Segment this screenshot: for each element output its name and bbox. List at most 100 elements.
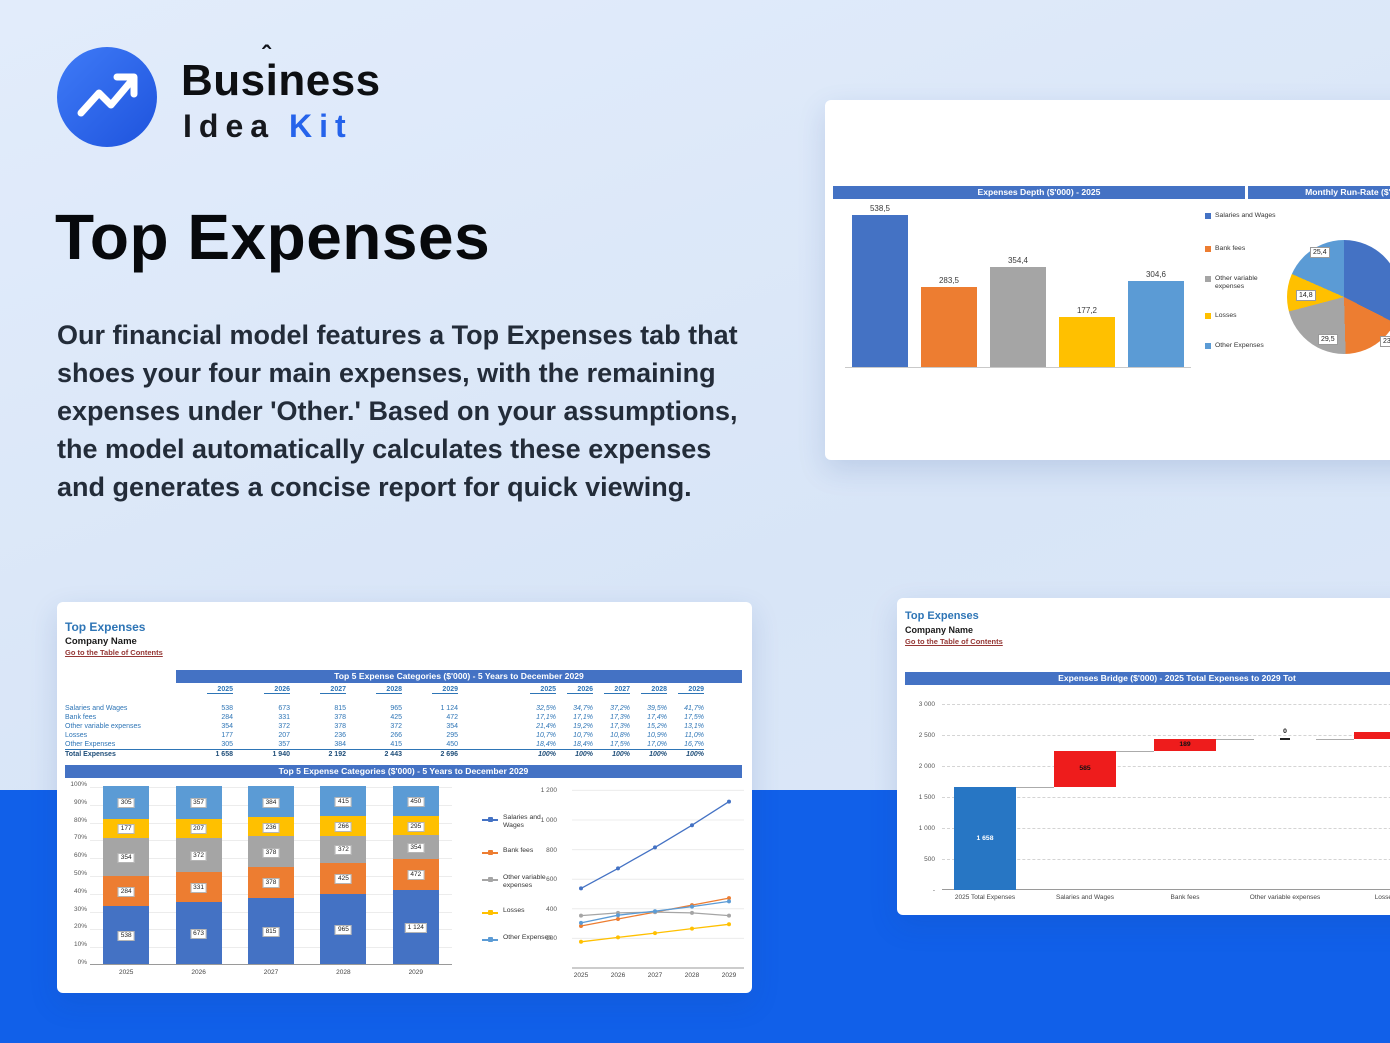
table-of-contents-link[interactable]: Go to the Table of Contents (65, 648, 163, 657)
bar-value-label: 538,5 (869, 204, 891, 213)
cell-pct: 17,1% (573, 714, 593, 721)
line-chart (562, 787, 752, 972)
segment-value-label: 384 (262, 797, 280, 808)
waterfall-bar (954, 787, 1016, 890)
cell-pct: 21,4% (536, 723, 556, 730)
cell-pct: 19,2% (573, 723, 593, 730)
segment-value-label: 177 (117, 824, 135, 835)
total-pct: 100% (649, 751, 667, 758)
legend-marker (488, 850, 493, 855)
sheet-title: Top Expenses (905, 610, 979, 622)
cell-value: 450 (446, 741, 458, 748)
line-chart-x-axis: 2025 2026 2027 2028 2029 (562, 972, 752, 982)
screenshot-card-expenses-bridge: Top Expenses Company Name Go to the Tabl… (897, 598, 1390, 915)
cell-pct: 17,1% (536, 714, 556, 721)
year-header: 2028 (376, 686, 402, 694)
legend-item: Salaries and Wages (1205, 212, 1279, 220)
cell-value: 354 (221, 723, 233, 730)
segment-value-label: 372 (334, 845, 352, 856)
line-chart-svg (572, 789, 744, 969)
legend-label: Bank fees (1215, 245, 1246, 252)
gridline (942, 797, 1390, 799)
cell-value: 1 124 (440, 705, 458, 712)
y-axis-label: 60% (73, 852, 87, 860)
x-axis-label: Salaries and Wages (1056, 894, 1114, 901)
y-axis-label: - (932, 887, 935, 894)
legend-label: Other variable expenses (503, 874, 546, 890)
y-axis-label: 500 (924, 856, 935, 863)
cell-value: 357 (278, 741, 290, 748)
pie-slice-label: 29,5 (1318, 334, 1338, 345)
expense-table: 2025 2025 2026 2026 2027 2027 2028 2028 2029 2029… (57, 686, 752, 764)
cell-pct: 16,7% (684, 741, 704, 748)
row-label: Salaries and Wages (65, 705, 128, 712)
cell-value: 673 (278, 705, 290, 712)
cell-pct: 10,7% (536, 732, 556, 739)
trend-arrow-icon (77, 73, 138, 117)
total-value: 2 696 (440, 751, 458, 758)
bar-value-label: 354,4 (1007, 256, 1029, 265)
sheet-title: Top Expenses (65, 620, 146, 634)
bar-value-label: 283,5 (938, 276, 960, 285)
cell-value: 538 (221, 705, 233, 712)
cell-value: 965 (390, 705, 402, 712)
cell-pct: 18,4% (573, 741, 593, 748)
total-pct: 100% (686, 751, 704, 758)
chart-section-header: Top 5 Expense Categories ($'000) - 5 Yea… (65, 765, 742, 778)
cell-pct: 39,5% (647, 705, 667, 712)
table-of-contents-link[interactable]: Go to the Table of Contents (905, 637, 1003, 646)
legend-item: Losses (482, 907, 556, 915)
brand-word-kit: Kit (289, 108, 353, 144)
cell-pct: 34,7% (573, 705, 593, 712)
y-axis-label: 1 200 (540, 787, 557, 795)
cell-value: 177 (221, 732, 233, 739)
total-pct: 100% (575, 751, 593, 758)
total-pct: 100% (538, 751, 556, 758)
cell-pct: 17,0% (647, 741, 667, 748)
legend-label: Salaries and Wages (503, 814, 541, 830)
segment-value-label: 965 (334, 924, 352, 935)
legend-marker (488, 817, 493, 822)
legend-marker (488, 937, 493, 942)
table-section-header: Top 5 Expense Categories ($'000) - 5 Yea… (176, 670, 742, 683)
legend-item: Other variable expenses (482, 874, 556, 890)
year-header: 2028 (641, 686, 667, 694)
legend-label: Other Expenses (503, 934, 552, 941)
segment-value-label: 331 (190, 883, 208, 894)
cell-value: 425 (390, 714, 402, 721)
cell-pct: 11,0% (684, 732, 704, 739)
total-value: 1 658 (215, 751, 233, 758)
legend-item: Other Expenses (1205, 342, 1279, 350)
segment-value-label: 472 (407, 870, 425, 881)
waterfall-x-axis: 2025 Total Expenses Salaries and Wages Ban… (942, 894, 1390, 904)
y-axis-label: 200 (546, 935, 557, 943)
legend-swatch (1205, 343, 1211, 349)
connector-line (1216, 739, 1254, 741)
y-axis-label: 70% (73, 834, 87, 842)
cell-pct: 15,2% (647, 723, 667, 730)
x-axis-label: Losses (1374, 894, 1390, 901)
waterfall-bar (1354, 732, 1390, 740)
segment-value-label: 673 (190, 929, 208, 940)
brand-name: Business (181, 56, 381, 105)
pie-slice-label: 25,4 (1310, 247, 1330, 258)
legend-item: Other Expenses (482, 934, 556, 942)
legend-swatch (1205, 276, 1211, 282)
cell-pct: 13,1% (684, 723, 704, 730)
segment-value-label: 354 (117, 852, 135, 863)
cell-value: 815 (334, 705, 346, 712)
cell-value: 384 (334, 741, 346, 748)
bar-value-label: 585 (1079, 765, 1091, 773)
gridline (942, 766, 1390, 768)
cell-value: 236 (334, 732, 346, 739)
y-axis-label: 40% (73, 887, 87, 895)
segment-value-label: 378 (262, 847, 280, 858)
y-axis-label: 10% (73, 941, 87, 949)
year-header: 2026 (567, 686, 593, 694)
brand-word-idea: Idea (183, 108, 276, 144)
cell-value: 305 (221, 741, 233, 748)
brand-subname: Idea Kit (183, 108, 353, 145)
cell-value: 372 (278, 723, 290, 730)
row-label: Losses (65, 732, 88, 739)
